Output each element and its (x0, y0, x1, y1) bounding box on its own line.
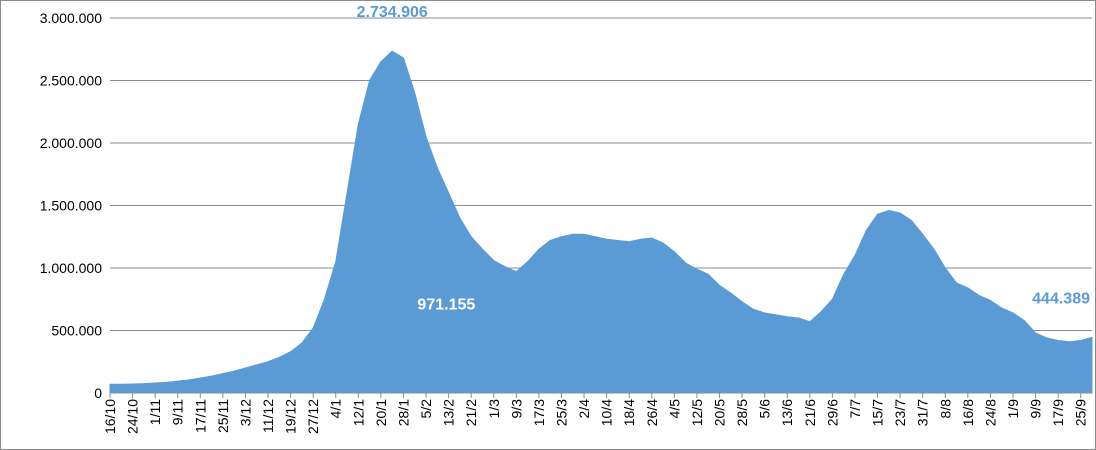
x-tick-label: 1/3 (486, 399, 502, 419)
y-tick-label: 500.000 (51, 323, 102, 339)
data-label: 2.734.906 (357, 4, 428, 21)
x-tick-label: 15/7 (870, 399, 886, 426)
x-tick-label: 8/8 (937, 399, 953, 419)
x-tick-label: 5/2 (418, 399, 434, 419)
y-tick-label: 2.500.000 (40, 73, 102, 89)
x-tick-label: 13/2 (441, 399, 457, 426)
x-tick-label: 17/3 (531, 399, 547, 426)
x-tick-label: 3/12 (237, 399, 253, 426)
y-tick-label: 3.000.000 (40, 10, 102, 26)
y-tick-label: 1.500.000 (40, 198, 102, 214)
x-tick-label: 25/3 (553, 399, 569, 426)
x-tick-label: 11/12 (260, 399, 276, 433)
y-tick-label: 0 (94, 385, 102, 401)
y-tick-label: 1.000.000 (40, 260, 102, 276)
x-tick-label: 4/5 (666, 399, 682, 419)
area (109, 50, 1093, 394)
x-tick-label: 9/3 (508, 399, 524, 419)
x-tick-label: 16/10 (102, 399, 118, 434)
x-tick-label: 1/11 (147, 399, 163, 425)
x-tick-label: 21/6 (802, 399, 818, 426)
x-tick-label: 5/6 (757, 399, 773, 419)
x-tick-label: 10/4 (599, 399, 615, 426)
x-tick-label: 23/7 (892, 399, 908, 426)
y-tick-label: 2.000.000 (40, 135, 102, 151)
data-label: 971.155 (417, 297, 475, 314)
x-tick-label: 28/1 (395, 399, 411, 426)
x-tick-label: 2/4 (576, 399, 592, 419)
x-tick-label: 25/11 (215, 399, 231, 433)
x-tick-label: 18/4 (621, 399, 637, 426)
x-tick-label: 17/9 (1050, 399, 1066, 426)
x-tick-label: 29/6 (824, 399, 840, 426)
x-tick-label: 21/2 (463, 399, 479, 426)
x-tick-label: 7/7 (847, 399, 863, 419)
x-tick-label: 9/9 (1028, 399, 1044, 419)
x-tick-label: 9/11 (170, 399, 186, 425)
x-tick-label: 24/8 (982, 399, 998, 426)
x-tick-label: 17/11 (192, 399, 208, 433)
x-tick-label: 20/1 (373, 399, 389, 426)
x-tick-label: 12/1 (350, 399, 366, 426)
data-label: 444.389 (1032, 290, 1090, 307)
x-tick-label: 12/5 (689, 399, 705, 426)
x-tick-label: 28/5 (734, 399, 750, 426)
x-tick-label: 25/9 (1073, 399, 1089, 426)
x-tick-label: 4/1 (328, 399, 344, 419)
x-tick-label: 16/8 (960, 399, 976, 426)
x-tick-label: 1/9 (1005, 399, 1021, 419)
x-tick-label: 19/12 (283, 399, 299, 434)
x-tick-label: 13/6 (779, 399, 795, 426)
x-tick-label: 27/12 (305, 399, 321, 434)
x-tick-label: 31/7 (915, 399, 931, 426)
x-tick-label: 26/4 (644, 399, 660, 426)
x-tick-label: 20/5 (712, 399, 728, 426)
x-tick-label: 24/10 (125, 399, 141, 434)
